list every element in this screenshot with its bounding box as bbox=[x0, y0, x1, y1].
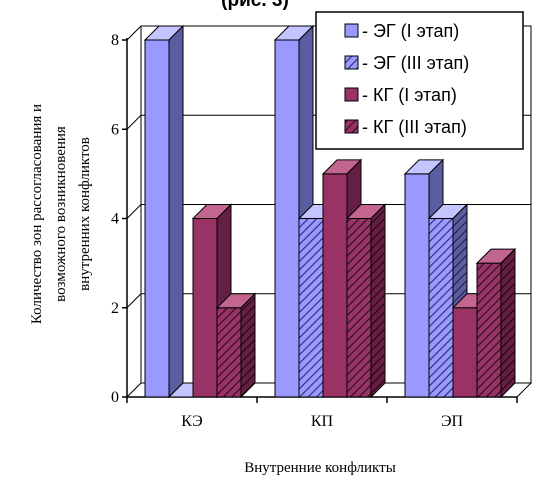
bar-front bbox=[216, 307, 242, 398]
y-tick-label: 4 bbox=[111, 211, 119, 228]
gridline-slant bbox=[126, 204, 142, 219]
chart-title-fragment: (рис. 3) bbox=[221, 0, 289, 11]
bar bbox=[143, 24, 185, 399]
legend: - ЭГ (I этап) - ЭГ (III этап) - КГ (I этап… bbox=[315, 11, 524, 150]
y-tick-label: 8 bbox=[111, 32, 119, 49]
bar-front bbox=[298, 218, 324, 398]
tick-labels: 0 2 4 6 8 КЭ КП ЭП bbox=[111, 32, 464, 430]
bar-front bbox=[476, 262, 502, 398]
bar bbox=[475, 247, 517, 399]
legend-label: - КГ (I этап) bbox=[362, 85, 457, 105]
bar-front bbox=[192, 218, 218, 398]
x-tick-label: ЭП bbox=[441, 413, 464, 430]
bar-front bbox=[346, 218, 372, 398]
y-axis-title-line-2: возможного возникновения bbox=[53, 126, 69, 302]
gridline-slant bbox=[126, 25, 142, 41]
legend-swatch bbox=[344, 87, 359, 102]
y-axis-title-line-3: внутренних конфликтов bbox=[77, 137, 93, 291]
x-axis-title: Внутренние конфликты bbox=[244, 460, 396, 476]
bar-side bbox=[500, 247, 516, 399]
gridline-slant bbox=[126, 293, 142, 309]
x-tick-label: КП bbox=[311, 413, 334, 430]
bar-front bbox=[274, 39, 300, 398]
bar-front bbox=[404, 173, 430, 398]
bar bbox=[215, 292, 257, 399]
gridline-slant bbox=[126, 114, 142, 130]
y-axis-title: Количество зон рассогласования и возможн… bbox=[29, 104, 93, 324]
bars bbox=[143, 24, 517, 399]
y-tick-label: 0 bbox=[111, 389, 119, 406]
bar bbox=[345, 203, 387, 399]
bar-front bbox=[428, 218, 454, 398]
y-tick-label: 6 bbox=[111, 121, 119, 138]
legend-swatch bbox=[344, 55, 359, 70]
x-tick-label: КЭ bbox=[181, 413, 202, 430]
bar-side bbox=[240, 292, 256, 399]
legend-label: - ЭГ (I этап) bbox=[362, 21, 459, 41]
legend-swatch bbox=[344, 23, 359, 38]
bar-front bbox=[144, 39, 170, 398]
bar-front bbox=[452, 307, 478, 398]
bar-side bbox=[168, 24, 184, 399]
legend-swatch bbox=[344, 119, 359, 134]
legend-label: - ЭГ (III этап) bbox=[362, 53, 469, 73]
bar-front bbox=[322, 173, 348, 398]
y-axis-title-line-1: Количество зон рассогласования и bbox=[29, 104, 45, 324]
legend-label: - КГ (III этап) bbox=[362, 117, 467, 137]
bar-side bbox=[370, 203, 386, 399]
y-tick-label: 2 bbox=[111, 300, 119, 317]
